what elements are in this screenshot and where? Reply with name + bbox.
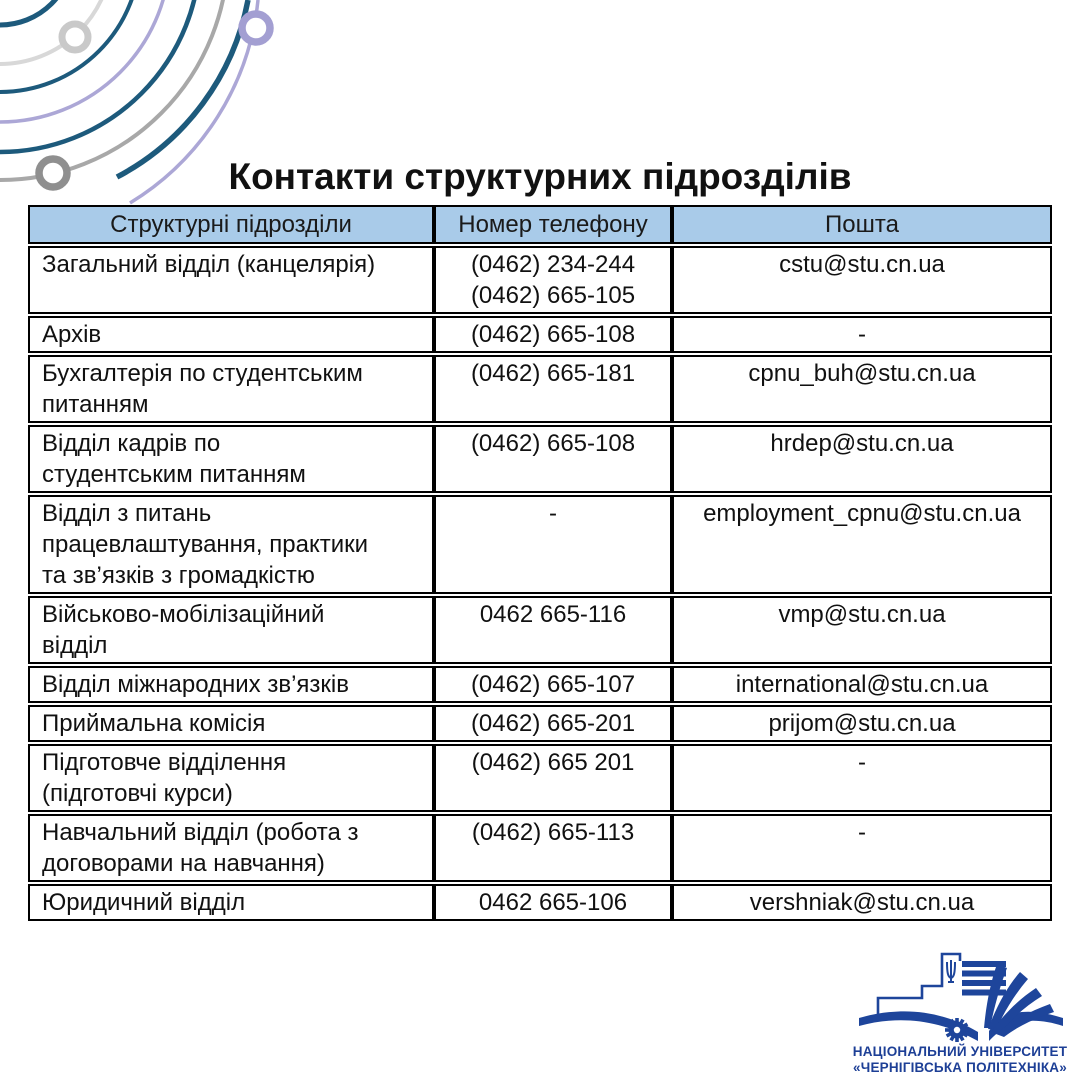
email-cell: prijom@stu.cn.ua <box>672 705 1052 742</box>
phone-cell: (0462) 665 201 <box>434 744 672 812</box>
table-row: Навчальний відділ (робота з договорами н… <box>28 814 1052 882</box>
col-header-email: Пошта <box>672 205 1052 244</box>
email-cell: - <box>672 316 1052 353</box>
email-cell: vershniak@stu.cn.ua <box>672 884 1052 921</box>
node-ring-light-gray <box>58 20 92 54</box>
university-name-line2: «ЧЕРНІГІВСЬКА ПОЛІТЕХНІКА» <box>853 1060 1067 1075</box>
email-cell: employment_cpnu@stu.cn.ua <box>672 495 1052 594</box>
table-row: Відділ міжнародних зв’язків (0462) 665-1… <box>28 666 1052 703</box>
email-cell: hrdep@stu.cn.ua <box>672 425 1052 493</box>
department-cell: Архів <box>28 316 434 353</box>
email-cell: international@stu.cn.ua <box>672 666 1052 703</box>
email-cell: - <box>672 744 1052 812</box>
department-cell: Приймальна комісія <box>28 705 434 742</box>
book-left-page <box>859 1011 978 1041</box>
table-row: Загальний відділ (канцелярія) (0462) 234… <box>28 246 1052 314</box>
phone-cell: (0462) 665-108 <box>434 316 672 353</box>
table-row: Відділ кадрів по студентським питанням (… <box>28 425 1052 493</box>
phone-cell: (0462) 665-113 <box>434 814 672 882</box>
col-header-phone: Номер телефону <box>434 205 672 244</box>
table-row: Юридичний відділ 0462 665-106 vershniak@… <box>28 884 1052 921</box>
department-cell: Бухгалтерія по студентським питанням <box>28 355 434 423</box>
table-row: Військово-мобілізаційний відділ 0462 665… <box>28 596 1052 664</box>
university-name: НАЦІОНАЛЬНИЙ УНІВЕРСИТЕТ «ЧЕРНІГІВСЬКА П… <box>840 1044 1080 1076</box>
email-cell: - <box>672 814 1052 882</box>
email-cell: vmp@stu.cn.ua <box>672 596 1052 664</box>
department-cell: Навчальний відділ (робота з договорами н… <box>28 814 434 882</box>
page-fan <box>984 964 1054 1037</box>
node-ring-gray <box>35 155 71 191</box>
department-cell: Відділ міжнародних зв’язків <box>28 666 434 703</box>
table-row: Бухгалтерія по студентським питанням (04… <box>28 355 1052 423</box>
window-bars <box>962 961 1006 996</box>
building-outline <box>876 952 962 1019</box>
department-cell: Відділ кадрів по студентським питанням <box>28 425 434 493</box>
table-header-row: Структурні підрозділи Номер телефону Пош… <box>28 205 1052 244</box>
phone-cell: - <box>434 495 672 594</box>
phone-cell: 0462 665-106 <box>434 884 672 921</box>
page-title: Контакти структурних підрозділів <box>228 156 852 197</box>
university-name-line1: НАЦІОНАЛЬНИЙ УНІВЕРСИТЕТ <box>852 1044 1068 1059</box>
table-row: Архів (0462) 665-108 - <box>28 316 1052 353</box>
email-cell: cpnu_buh@stu.cn.ua <box>672 355 1052 423</box>
node-ring-purple <box>238 10 274 46</box>
contacts-table: Структурні підрозділи Номер телефону Пош… <box>28 203 1052 923</box>
email-cell: cstu@stu.cn.ua <box>672 246 1052 314</box>
phone-cell: (0462) 665-108 <box>434 425 672 493</box>
phone-cell: (0462) 665-201 <box>434 705 672 742</box>
department-cell: Відділ з питань працевлаштування, практи… <box>28 495 434 594</box>
phone-cell: (0462) 665-181 <box>434 355 672 423</box>
phone-cell: (0462) 665-107 <box>434 666 672 703</box>
decorative-arcs-graphic <box>0 0 274 205</box>
phone-cell: (0462) 234-244 (0462) 665-105 <box>434 246 672 314</box>
trident-icon <box>946 960 956 983</box>
phone-cell: 0462 665-116 <box>434 596 672 664</box>
table-row: Підготовче відділення (підготовчі курси)… <box>28 744 1052 812</box>
university-emblem-icon <box>859 952 1063 1042</box>
col-header-departments: Структурні підрозділи <box>28 205 434 244</box>
department-cell: Підготовче відділення (підготовчі курси) <box>28 744 434 812</box>
table-body: Загальний відділ (канцелярія) (0462) 234… <box>28 246 1052 921</box>
department-cell: Військово-мобілізаційний відділ <box>28 596 434 664</box>
department-cell: Юридичний відділ <box>28 884 434 921</box>
gear-icon <box>945 1018 969 1042</box>
table-row: Приймальна комісія (0462) 665-201 prijom… <box>28 705 1052 742</box>
department-cell: Загальний відділ (канцелярія) <box>28 246 434 314</box>
table-row: Відділ з питань працевлаштування, практи… <box>28 495 1052 594</box>
